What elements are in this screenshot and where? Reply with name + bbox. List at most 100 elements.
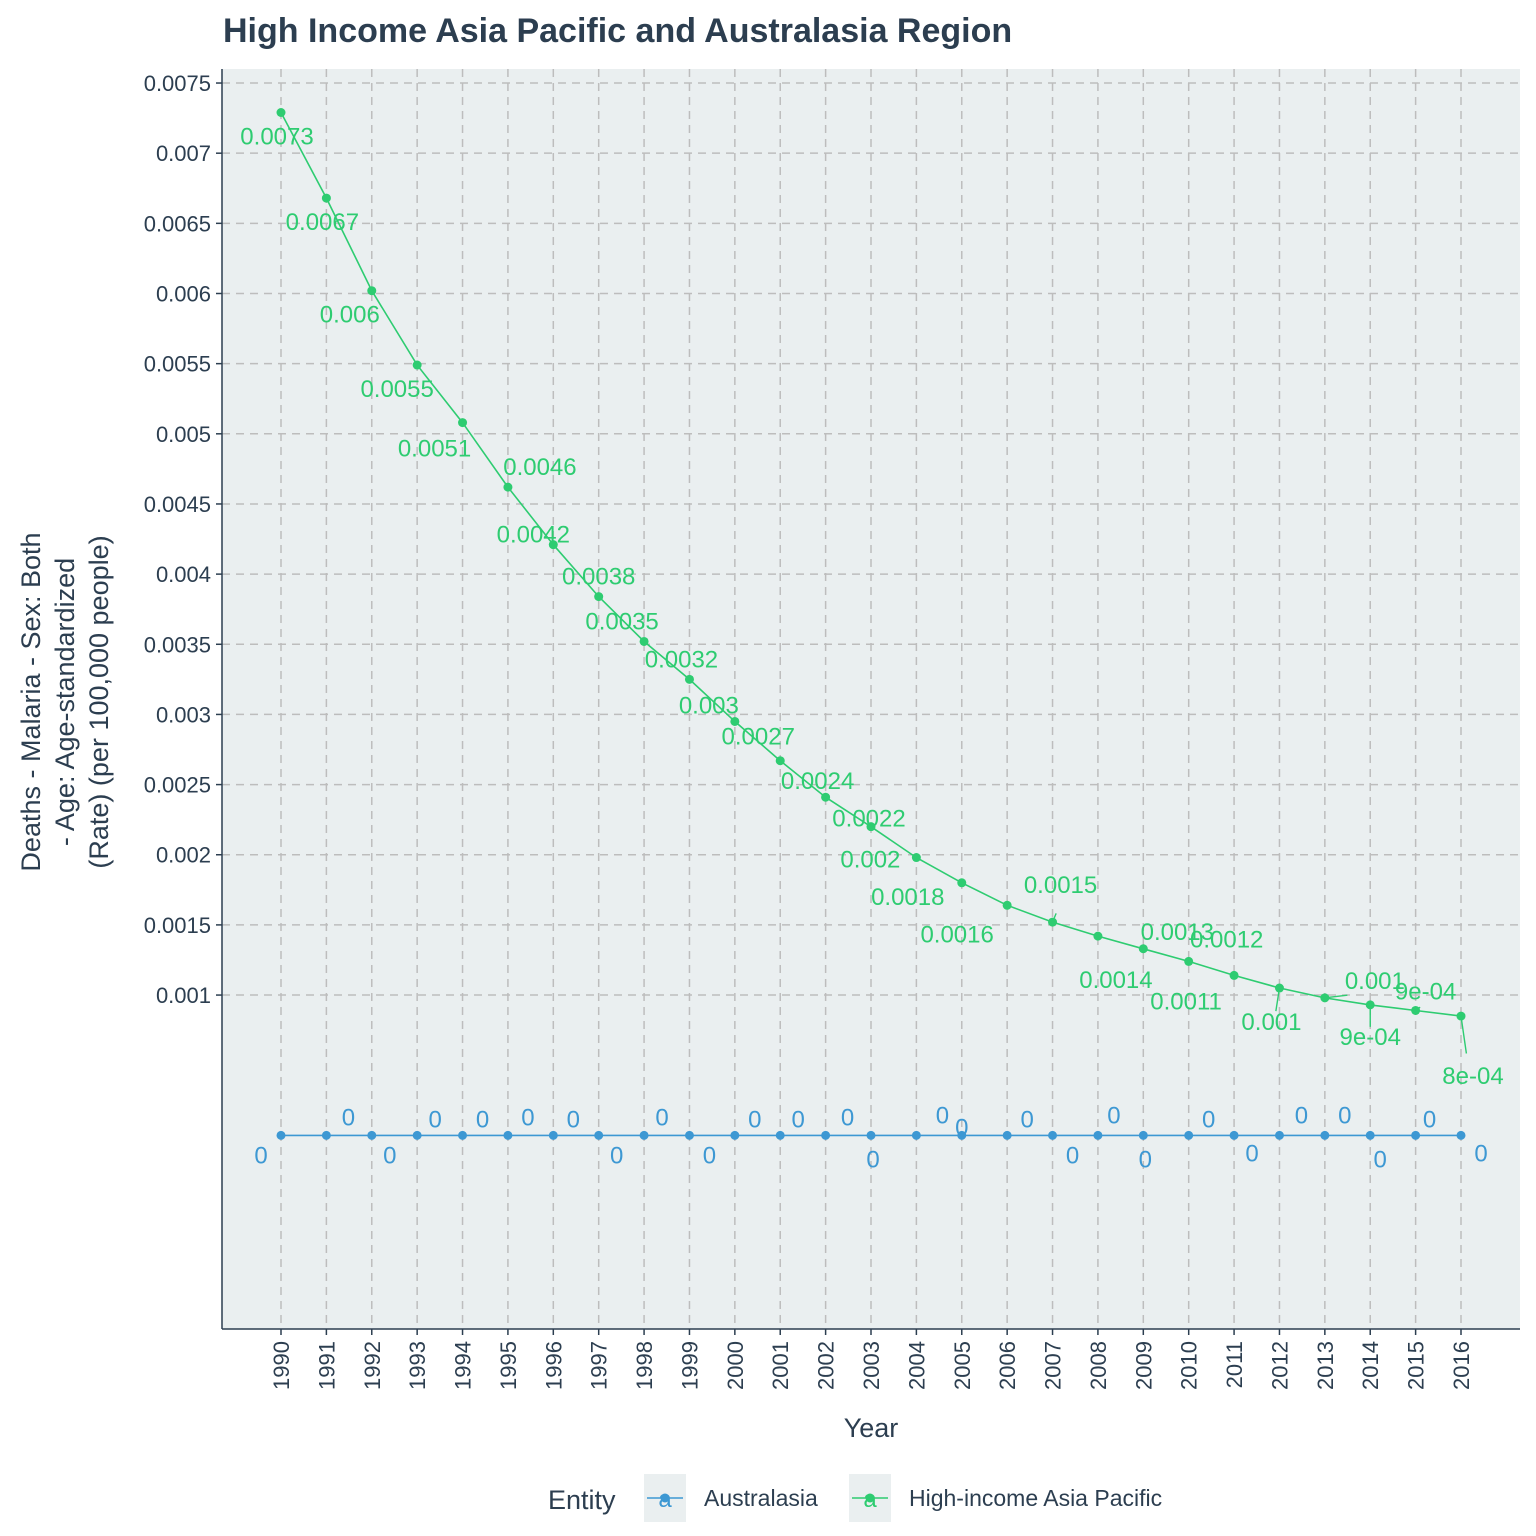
data-label: 0 — [866, 1146, 879, 1173]
data-label: 0 — [936, 1102, 949, 1129]
data-point — [1229, 970, 1239, 980]
x-axis-title: Year — [844, 1413, 899, 1443]
x-tick-label: 2010 — [1177, 1341, 1202, 1390]
data-label: 0 — [428, 1106, 441, 1133]
data-label: 0 — [1474, 1140, 1487, 1167]
data-label: 0 — [955, 1114, 968, 1141]
x-tick-label: 1992 — [360, 1341, 385, 1390]
data-point — [412, 360, 422, 370]
data-point — [458, 418, 468, 428]
data-point — [1365, 1130, 1375, 1140]
data-label: 0.0073 — [240, 123, 313, 150]
data-label: 0.001 — [1241, 1009, 1301, 1036]
legend-key-glyph: a — [863, 1486, 877, 1513]
x-tick-label: 1999 — [677, 1341, 702, 1390]
data-label: 0 — [1107, 1102, 1120, 1129]
data-point — [1411, 1130, 1421, 1140]
data-point — [821, 1130, 831, 1140]
y-tick-label: 0.005 — [156, 422, 211, 447]
data-point — [684, 674, 694, 684]
data-point — [548, 540, 558, 550]
data-point — [321, 193, 331, 203]
data-label: 0 — [342, 1104, 355, 1131]
data-point — [1184, 1130, 1194, 1140]
data-point — [503, 482, 513, 492]
legend-label: Australasia — [704, 1485, 818, 1511]
data-point — [866, 822, 876, 832]
data-label: 0 — [1066, 1142, 1079, 1169]
x-tick-label: 2016 — [1449, 1341, 1474, 1390]
legend-key-glyph: a — [658, 1486, 672, 1513]
data-point — [957, 1130, 967, 1140]
data-point — [1320, 1130, 1330, 1140]
x-axis-ticks: 1990 1991 1992 1993 1994 1995 1996 1997 1998 1999… — [269, 1329, 1474, 1390]
data-point — [1184, 956, 1194, 966]
data-label: 0.002 — [840, 847, 900, 874]
data-label: 0.001 — [1345, 968, 1405, 995]
data-label: 0.0015 — [1024, 872, 1097, 899]
data-point — [821, 792, 831, 802]
data-point — [1274, 1130, 1284, 1140]
data-label: 0.0013 — [1141, 919, 1214, 946]
x-tick-label: 1993 — [405, 1341, 430, 1390]
data-label: 0.0024 — [781, 768, 854, 795]
x-tick-label: 2001 — [768, 1341, 793, 1390]
x-tick-label: 1991 — [314, 1341, 339, 1390]
data-point — [639, 1130, 649, 1140]
data-label: 0 — [1295, 1102, 1308, 1129]
x-tick-label: 2014 — [1358, 1341, 1383, 1390]
x-tick-label: 2006 — [995, 1341, 1020, 1390]
y-tick-label: 0.001 — [156, 983, 211, 1008]
data-label: 0.0016 — [920, 921, 993, 948]
data-point — [458, 1130, 468, 1140]
grid-lines — [222, 69, 1520, 1329]
x-tick-label: 2013 — [1313, 1341, 1338, 1390]
x-tick-label: 2000 — [723, 1341, 748, 1390]
x-tick-label: 1990 — [269, 1341, 294, 1390]
x-tick-label: 2012 — [1267, 1341, 1292, 1390]
data-point — [1138, 1130, 1148, 1140]
x-tick-label: 2008 — [1086, 1341, 1111, 1390]
legend-label: High-income Asia Pacific — [909, 1485, 1162, 1511]
x-tick-label: 2011 — [1222, 1341, 1247, 1388]
data-point — [1229, 1130, 1239, 1140]
data-label: 0.0042 — [497, 522, 570, 549]
data-point — [367, 1130, 377, 1140]
data-point — [276, 107, 286, 117]
data-label: 0.003 — [679, 692, 739, 719]
data-point — [1138, 944, 1148, 954]
data-point — [911, 853, 921, 863]
data-point — [1002, 1130, 1012, 1140]
legend-key-point — [660, 1493, 670, 1503]
data-label: 8e-04 — [1442, 1063, 1503, 1090]
data-label: 0.0014 — [1079, 967, 1152, 994]
label-leader-line — [1324, 994, 1348, 999]
data-label: 0.0011 — [1150, 988, 1222, 1015]
label-leader-line — [1275, 987, 1281, 1012]
y-tick-label: 0.0025 — [144, 773, 211, 798]
data-label: 0 — [476, 1106, 489, 1133]
x-tick-label: 1997 — [587, 1341, 612, 1390]
data-label: 0.0055 — [360, 376, 433, 403]
legend-title: Entity — [548, 1485, 616, 1515]
y-tick-label: 0.0035 — [144, 632, 211, 657]
data-label: 9e-04 — [1340, 1024, 1401, 1051]
x-tick-label: 1996 — [541, 1341, 566, 1390]
x-tick-label: 2004 — [904, 1341, 929, 1390]
data-point — [1093, 1130, 1103, 1140]
data-point — [684, 1130, 694, 1140]
label-leader-line — [1051, 913, 1057, 923]
y-tick-label: 0.0015 — [144, 913, 211, 938]
data-point — [503, 1130, 513, 1140]
data-label: 0 — [1338, 1102, 1351, 1129]
data-point — [1048, 1130, 1058, 1140]
data-label: 0 — [521, 1104, 534, 1131]
y-axis-title-line: - Age: Age-standardized — [50, 558, 80, 846]
legend: Entity a Australasia a High-income Asia Paci… — [548, 1474, 1162, 1522]
data-label: 0 — [1020, 1106, 1033, 1133]
data-label: 0.0035 — [585, 608, 658, 635]
data-label: 0 — [655, 1104, 668, 1131]
data-point — [1093, 931, 1103, 941]
data-label: 0 — [703, 1142, 716, 1169]
